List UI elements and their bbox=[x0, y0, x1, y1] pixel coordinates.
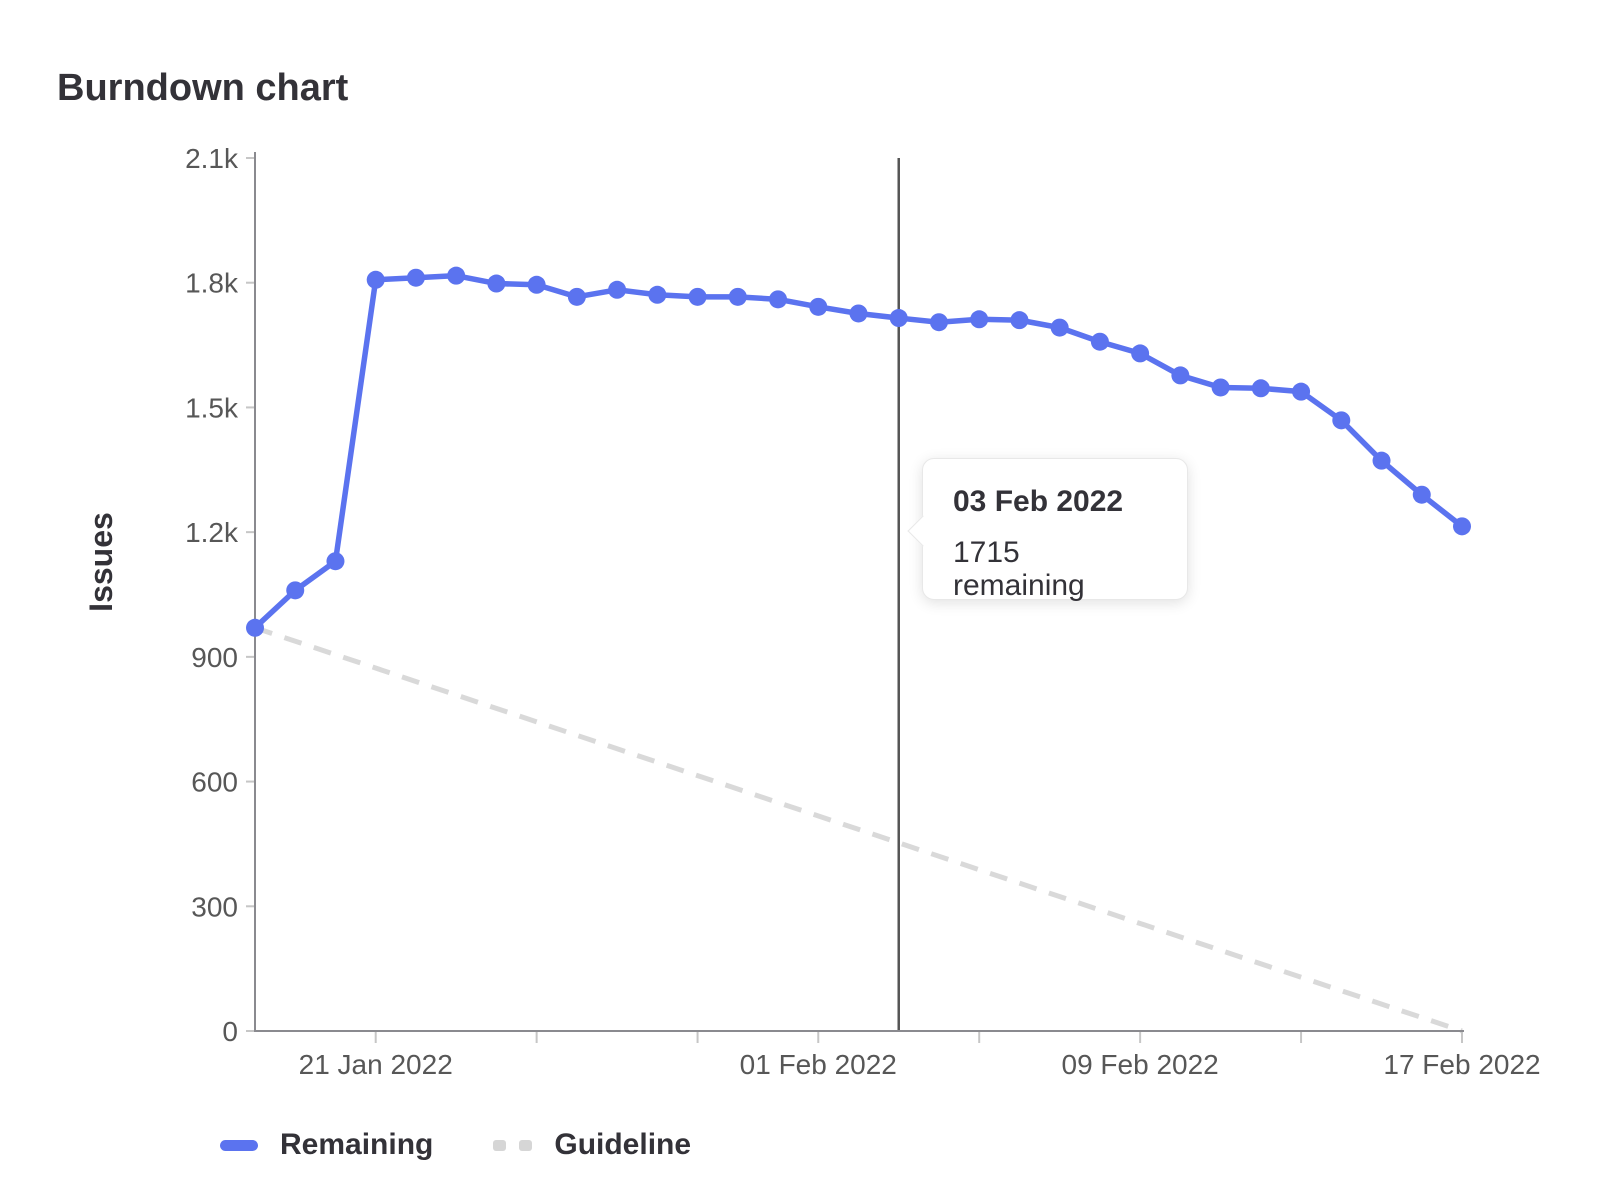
remaining-data-point[interactable] bbox=[406, 268, 425, 287]
remaining-data-point[interactable] bbox=[246, 618, 264, 637]
x-tick-label: 01 Feb 2022 bbox=[740, 1049, 897, 1080]
legend-item-remaining[interactable]: Remaining bbox=[220, 1130, 433, 1160]
remaining-data-point[interactable] bbox=[487, 274, 506, 293]
remaining-data-point[interactable] bbox=[1131, 344, 1150, 363]
y-axis-title: Issues bbox=[83, 512, 119, 612]
x-tick-label: 21 Jan 2022 bbox=[299, 1049, 453, 1080]
remaining-data-point[interactable] bbox=[286, 581, 305, 600]
remaining-data-point[interactable] bbox=[608, 280, 627, 299]
legend: Remaining Guideline bbox=[220, 1130, 691, 1160]
x-tick-label: 17 Feb 2022 bbox=[1383, 1049, 1540, 1080]
remaining-data-point[interactable] bbox=[970, 310, 989, 329]
remaining-data-point[interactable] bbox=[1010, 311, 1029, 330]
remaining-data-point[interactable] bbox=[889, 309, 908, 328]
guideline-dashed-swatch bbox=[493, 1139, 533, 1151]
remaining-data-point[interactable] bbox=[1211, 378, 1230, 397]
remaining-line bbox=[252, 272, 1465, 631]
y-tick-label: 2.1k bbox=[185, 143, 239, 174]
remaining-data-point[interactable] bbox=[1251, 379, 1270, 398]
guideline-line bbox=[254, 625, 1463, 1034]
remaining-data-point[interactable] bbox=[769, 290, 788, 309]
chart-title: Burndown chart bbox=[57, 67, 349, 110]
y-tick-label: 1.5k bbox=[185, 392, 239, 423]
remaining-data-point[interactable] bbox=[447, 266, 466, 285]
y-tick-label: 1.8k bbox=[185, 268, 239, 299]
remaining-data-point[interactable] bbox=[1090, 332, 1109, 351]
remaining-data-point[interactable] bbox=[929, 313, 948, 332]
remaining-data-point[interactable] bbox=[688, 287, 707, 306]
y-tick-label: 1.2k bbox=[185, 517, 239, 548]
y-tick-label: 0 bbox=[222, 1016, 238, 1047]
y-tick-label: 300 bbox=[191, 891, 238, 922]
remaining-line-swatch bbox=[220, 1139, 258, 1151]
y-tick-label: 600 bbox=[191, 767, 238, 798]
tooltip-value: 1715 remaining bbox=[953, 536, 1085, 602]
remaining-data-point[interactable] bbox=[1171, 366, 1190, 385]
legend-label-guideline: Guideline bbox=[554, 1128, 692, 1161]
x-tick-label: 09 Feb 2022 bbox=[1062, 1049, 1219, 1080]
remaining-data-point[interactable] bbox=[728, 287, 747, 306]
remaining-data-point[interactable] bbox=[1412, 485, 1431, 504]
remaining-data-point[interactable] bbox=[849, 304, 868, 323]
remaining-data-point[interactable] bbox=[567, 287, 586, 306]
remaining-data-point[interactable] bbox=[1372, 451, 1391, 470]
remaining-data-point[interactable] bbox=[1453, 517, 1471, 536]
remaining-data-point[interactable] bbox=[527, 275, 546, 294]
remaining-data-point[interactable] bbox=[1332, 411, 1351, 430]
remaining-data-point[interactable] bbox=[648, 285, 667, 304]
tooltip-date: 03 Feb 2022 bbox=[953, 485, 1124, 518]
legend-item-guideline[interactable]: Guideline bbox=[493, 1130, 691, 1160]
remaining-data-point[interactable] bbox=[1292, 382, 1311, 401]
remaining-data-point[interactable] bbox=[366, 270, 385, 289]
tooltip: 03 Feb 2022 1715 remaining bbox=[907, 458, 1188, 602]
y-tick-label: 900 bbox=[191, 642, 238, 673]
legend-label-remaining: Remaining bbox=[280, 1128, 434, 1161]
remaining-data-point[interactable] bbox=[1050, 318, 1069, 337]
remaining-data-point[interactable] bbox=[809, 297, 828, 316]
remaining-data-point[interactable] bbox=[326, 552, 345, 571]
